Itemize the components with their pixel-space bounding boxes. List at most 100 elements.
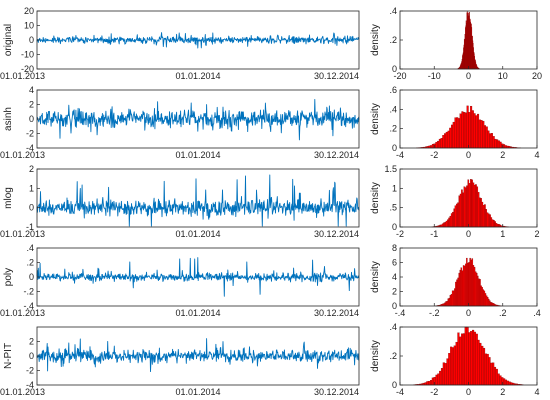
- histogram-bar: [451, 290, 454, 307]
- y-tick-label: 1: [392, 183, 397, 193]
- histogram-bar: [445, 220, 448, 228]
- histogram-bar: [445, 301, 447, 307]
- histogram-bar: [496, 139, 499, 149]
- histogram-bar: [475, 184, 477, 228]
- histogram-bar: [483, 290, 486, 307]
- series-line-N-PIT: [36, 338, 360, 373]
- x-tick-label: 4: [534, 387, 539, 397]
- y-tick-label: -10: [21, 50, 34, 60]
- y-tick-label: .5: [389, 203, 397, 213]
- timeseries-panel-N-PIT: -4 -2 0 2 01.01.2013 01.01.2014 30.12.2014 N-PI…: [0, 326, 360, 397]
- x-tick-label: 01.01.2013: [0, 387, 45, 397]
- histogram-bar: [469, 257, 471, 307]
- histogram-bar: [482, 205, 485, 228]
- histogram-bar: [466, 105, 469, 149]
- y-tick-label: -4: [26, 143, 34, 153]
- histogram-bar: [490, 133, 493, 149]
- y-tick-label: 0: [29, 114, 34, 124]
- x-tick-label: .4: [533, 308, 541, 318]
- histogram-bar: [461, 333, 464, 386]
- histogram-bar: [426, 381, 429, 386]
- histogram-bar: [488, 357, 491, 386]
- histogram-bar: [479, 279, 481, 307]
- x-tick-label: 2: [500, 387, 505, 397]
- histogram-bar: [477, 192, 480, 228]
- x-tick-label: 2: [534, 229, 539, 239]
- histogram-bar: [453, 290, 455, 307]
- histogram-bar: [490, 362, 493, 386]
- x-tick-label: 20: [532, 71, 542, 81]
- histogram-bar: [508, 381, 511, 386]
- y-tick-label: .6: [389, 85, 397, 95]
- timeseries-panel-asinh: -4 -2 0 2 4 01.01.2013 01.01.2014 30.12.2014 asi…: [0, 85, 360, 160]
- histogram-bar: [466, 326, 469, 386]
- y-tick-label: .4: [26, 243, 34, 253]
- series-line-mlog: [36, 174, 360, 227]
- x-tick-label: 0: [466, 229, 471, 239]
- histogram-bar: [447, 130, 450, 149]
- y-axis-label: asinh: [3, 107, 14, 131]
- histogram-bar: [481, 201, 484, 228]
- histogram-bar: [499, 141, 502, 149]
- histogram-bar: [447, 298, 449, 307]
- y-tick-label: .2: [26, 258, 34, 268]
- histogram-bar: [486, 353, 489, 386]
- y-tick-label: 1: [29, 183, 34, 193]
- y-axis-label: mlog: [3, 187, 14, 209]
- y-tick-label: .2: [389, 35, 397, 45]
- y-axis-label: density: [370, 103, 381, 135]
- histogram-bar: [468, 112, 471, 149]
- y-tick-label: -.2: [23, 287, 34, 297]
- histogram-bar: [478, 278, 480, 307]
- histogram-bar: [450, 213, 453, 228]
- histogram-bar: [477, 339, 480, 386]
- histogram-bar: [490, 217, 493, 228]
- histogram-bar: [448, 217, 450, 228]
- y-axis-label: density: [370, 261, 381, 293]
- histogram-panel-asinh: 0 .2 .4 .6 -4 -2 0 2 4 density: [370, 85, 540, 160]
- histogram-bar: [457, 202, 459, 228]
- histogram-bar: [473, 331, 476, 386]
- y-tick-label: 1.5: [384, 164, 397, 174]
- histogram-bar: [467, 179, 470, 228]
- histogram-bar: [466, 185, 468, 228]
- histogram-bar: [485, 126, 488, 149]
- x-tick-label: -4: [396, 387, 404, 397]
- histogram-bar: [453, 345, 456, 386]
- y-tick-label: .4: [389, 322, 397, 332]
- histogram-bar: [482, 347, 486, 386]
- series-line-poly: [36, 257, 360, 297]
- histogram-bar: [480, 120, 483, 149]
- histogram-bar: [476, 186, 479, 228]
- histogram-bar: [463, 265, 466, 307]
- histogram-bar: [459, 336, 462, 386]
- y-tick-label: -2: [26, 129, 34, 139]
- x-tick-label: -10: [428, 71, 441, 81]
- y-axis-label: density: [370, 24, 381, 56]
- histogram-bar: [471, 110, 474, 149]
- y-tick-label: 0: [29, 35, 34, 45]
- histogram-bar: [448, 297, 451, 307]
- histogram-bar: [483, 125, 487, 149]
- x-tick-label: 4: [534, 150, 539, 160]
- histogram-bar: [470, 105, 473, 149]
- histogram-panel-N-PIT: 0 .2 .4 -4 -2 0 2 4 density: [370, 322, 540, 397]
- y-tick-label: -4: [26, 380, 34, 390]
- histogram-bar: [492, 362, 495, 386]
- x-tick-label: -1: [430, 229, 438, 239]
- histogram-bar: [463, 112, 466, 149]
- histogram-bar: [491, 302, 493, 307]
- x-tick-label: 30.12.2014: [314, 71, 359, 81]
- histogram-bar: [468, 332, 471, 386]
- histogram-bar: [494, 221, 496, 228]
- x-tick-label: 30.12.2014: [314, 150, 359, 160]
- histogram-bar: [468, 262, 470, 307]
- y-axis-label: original: [3, 24, 14, 56]
- histogram-bar: [489, 300, 491, 307]
- histogram-bar: [457, 118, 460, 149]
- series-line-original: [36, 32, 360, 49]
- x-tick-label: 10: [498, 71, 508, 81]
- y-tick-label: 6: [392, 258, 397, 268]
- histogram-bar: [442, 362, 445, 386]
